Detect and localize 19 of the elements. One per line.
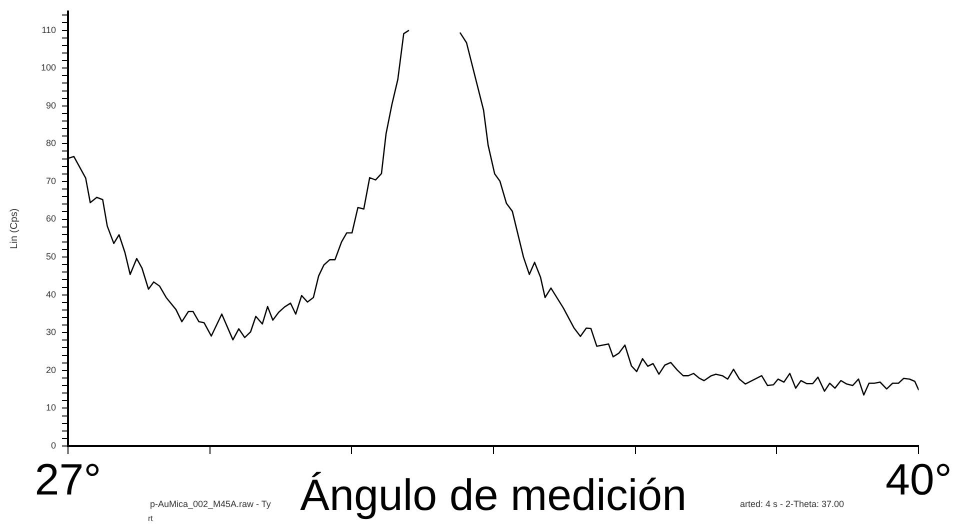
x-tick-label: 27° xyxy=(34,456,102,505)
y-tick-label: 0 xyxy=(50,440,56,450)
y-tick-label: 70 xyxy=(46,176,56,186)
text: arted: 4 s - 2-Theta: 37.00 xyxy=(740,499,844,509)
y-tick-label: 60 xyxy=(46,214,56,224)
x-axis-title: Ángulo de medición xyxy=(300,471,687,520)
y-tick-label: 10 xyxy=(46,402,56,413)
text: p-AuMica_002_M45A.raw - Ty xyxy=(150,499,272,509)
y-tick-label: 80 xyxy=(46,138,56,148)
text: rt xyxy=(148,514,154,523)
y-axis-title: Lin (Cps) xyxy=(8,208,20,249)
y-tick-label: 50 xyxy=(46,252,56,262)
y-tick-label: 90 xyxy=(46,100,56,110)
y-tick-label: 20 xyxy=(46,364,56,375)
x-tick-label: 40° xyxy=(885,456,952,505)
y-tick-label: 40 xyxy=(46,289,56,300)
y-tick-label: 30 xyxy=(46,327,56,338)
y-tick-label: 100 xyxy=(40,62,56,73)
y-tick-label: 110 xyxy=(42,24,56,35)
